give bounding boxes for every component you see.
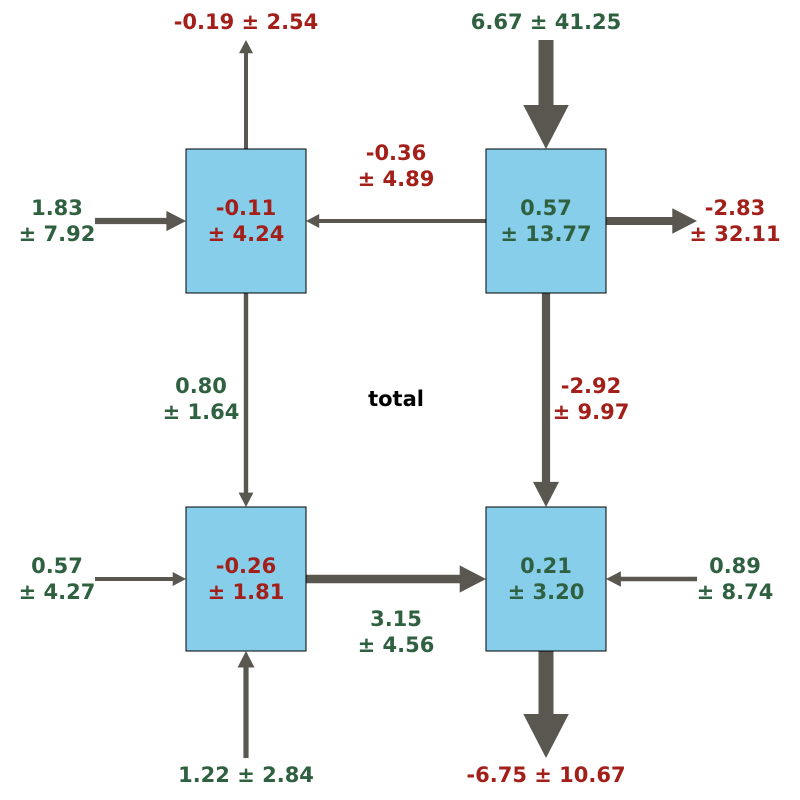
flow-arrow-top-right-right-out <box>606 208 697 234</box>
flow-label-top-left-to-bottom-left: 0.80 ± 1.64 <box>162 374 240 424</box>
flow-arrows <box>95 40 697 758</box>
flow-arrow-top-right-to-bottom-right <box>533 293 559 507</box>
box-bottom-right-label: 0.21 ± 3.20 <box>507 554 585 604</box>
flow-label-top-left-out: -0.19 ± 2.54 <box>173 10 319 34</box>
flow-arrow-top-right-down-in <box>523 40 569 149</box>
flow-label-top-right-to-bottom-right: -2.92 ± 9.97 <box>552 374 630 424</box>
box-top-left-label: -0.11 ± 4.24 <box>207 196 285 246</box>
flow-arrow-top-left-to-bottom-left <box>238 293 254 507</box>
box-bottom-left-label: -0.26 ± 1.81 <box>207 554 285 604</box>
box-top-right-label: 0.57 ± 13.77 <box>500 196 592 246</box>
box-top-right <box>485 148 607 294</box>
center-label: total <box>368 387 424 411</box>
flow-label-right-into-bottom-right: 0.89 ± 8.74 <box>696 554 774 604</box>
flow-label-left-into-top-left: 1.83 ± 7.92 <box>18 196 96 246</box>
flow-label-bottom-right-out: -6.75 ± 10.67 <box>466 763 626 787</box>
flow-label-bottom-into-bottom-left: 1.22 ± 2.84 <box>178 763 314 787</box>
box-bottom-left <box>185 506 307 652</box>
flow-label-top-right-to-top-left: -0.36 ± 4.89 <box>357 141 435 191</box>
flow-arrow-bottom-right-down-out <box>523 651 569 758</box>
flow-arrow-left-into-top-left <box>95 210 186 232</box>
flow-arrow-left-into-bottom-left <box>95 572 186 586</box>
flow-label-left-into-bottom-left: 0.57 ± 4.27 <box>18 554 96 604</box>
flow-arrow-top-right-to-top-left <box>306 214 486 228</box>
box-bottom-right <box>485 506 607 652</box>
flow-arrow-bottom-left-to-bottom-right <box>306 565 486 593</box>
flow-arrow-bottom-up-into-bottom-left <box>237 651 255 758</box>
flow-arrow-right-into-bottom-right <box>606 571 697 587</box>
flow-label-bottom-left-to-bottom-right: 3.15 ± 4.56 <box>357 607 435 657</box>
flow-arrow-top-left-up-out <box>239 40 253 149</box>
box-top-left <box>185 148 307 294</box>
flow-label-top-right-in: 6.67 ± 41.25 <box>470 10 622 34</box>
flow-label-top-right-out: -2.83 ± 32.11 <box>689 196 781 246</box>
